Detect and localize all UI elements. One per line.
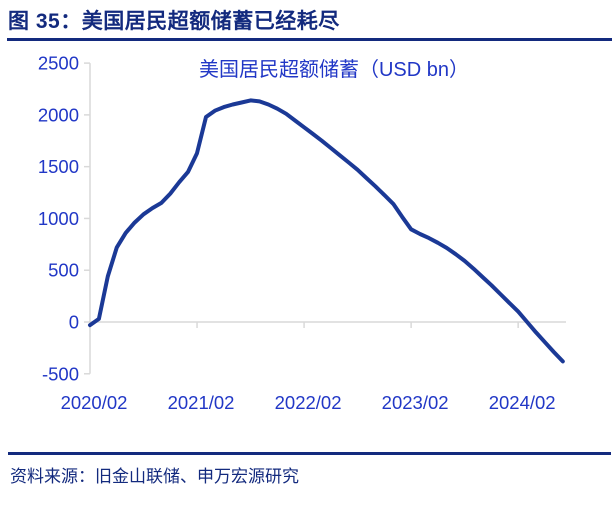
y-tick-label: -500	[42, 363, 79, 384]
y-tick-label: 2500	[38, 53, 79, 74]
series-line-excess-savings	[88, 98, 565, 364]
header-rule	[7, 38, 612, 41]
y-tick-label: 500	[48, 260, 79, 281]
chart-title: 美国居民超额储蓄（USD bn）	[199, 58, 469, 81]
x-tick-label: 2020/02	[61, 392, 128, 413]
source-note: 资料来源：旧金山联储、申万宏源研究	[10, 467, 299, 486]
footer-rule	[8, 452, 611, 455]
x-tick-label: 2023/02	[382, 392, 449, 413]
figure-title: 图 35：美国居民超额储蓄已经耗尽	[8, 10, 340, 33]
y-tick-label: 2000	[38, 104, 79, 125]
y-tick-label: 1500	[38, 156, 79, 177]
excess-savings-line-chart: 美国居民超额储蓄（USD bn） -500 0 500 1000 1500 2000 2500…	[38, 53, 566, 413]
y-tick-label: 0	[69, 312, 79, 333]
x-tick-label: 2021/02	[168, 392, 235, 413]
y-tick-label: 1000	[38, 208, 79, 229]
x-tick-label: 2024/02	[489, 392, 556, 413]
x-tick-label: 2022/02	[275, 392, 342, 413]
